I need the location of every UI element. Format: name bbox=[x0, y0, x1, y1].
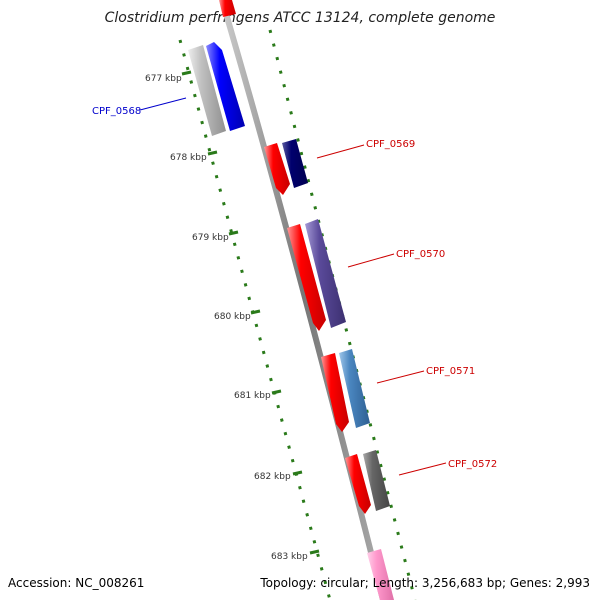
gene-red-0572a[interactable] bbox=[345, 454, 371, 514]
label-cpf0571[interactable]: CPF_0571 bbox=[426, 366, 475, 377]
label-cpf0569[interactable]: CPF_0569 bbox=[366, 139, 415, 150]
callout-cpf0569 bbox=[316, 144, 365, 159]
tick-label-681: 681 kbp bbox=[234, 391, 271, 401]
accession-text: Accession: NC_008261 bbox=[8, 576, 145, 590]
gene-red-0569a[interactable] bbox=[264, 143, 290, 195]
tick-label-677: 677 kbp bbox=[145, 74, 182, 84]
gene-steel-0571b[interactable] bbox=[339, 349, 370, 428]
gene-navy-0569b[interactable] bbox=[282, 139, 308, 188]
tick-label-680: 680 kbp bbox=[214, 312, 251, 322]
gene-silver-1 bbox=[188, 45, 226, 136]
label-cpf0572[interactable]: CPF_0572 bbox=[448, 459, 497, 470]
kbp-ticks bbox=[181, 70, 320, 555]
gene-gray-0572b[interactable] bbox=[363, 450, 390, 511]
tick-label-682: 682 kbp bbox=[254, 472, 291, 482]
topology-text: Topology: circular; Length: 3,256,683 bp… bbox=[260, 576, 590, 590]
label-cpf0568[interactable]: CPF_0568 bbox=[92, 106, 141, 117]
map-title: Clostridium perfringens ATCC 13124, comp… bbox=[104, 10, 496, 26]
tick-label-679: 679 kbp bbox=[192, 233, 229, 243]
callout-cpf0571 bbox=[376, 370, 425, 384]
gene-red-0570a[interactable] bbox=[287, 224, 326, 331]
gene-cpf0568[interactable] bbox=[206, 42, 245, 131]
gene-pink-bottom bbox=[367, 549, 394, 600]
tick-label-683: 683 kbp bbox=[271, 552, 308, 562]
gene-purple-0570b[interactable] bbox=[305, 219, 346, 328]
gene-red-0571a[interactable] bbox=[321, 353, 349, 432]
genome-backbone bbox=[219, 0, 386, 600]
callout-cpf0568 bbox=[139, 97, 187, 111]
callout-cpf0572 bbox=[398, 462, 447, 476]
callout-cpf0570 bbox=[347, 253, 395, 268]
gene-fragment-top bbox=[219, 0, 236, 17]
label-cpf0570[interactable]: CPF_0570 bbox=[396, 249, 445, 260]
tick-label-678: 678 kbp bbox=[170, 153, 207, 163]
